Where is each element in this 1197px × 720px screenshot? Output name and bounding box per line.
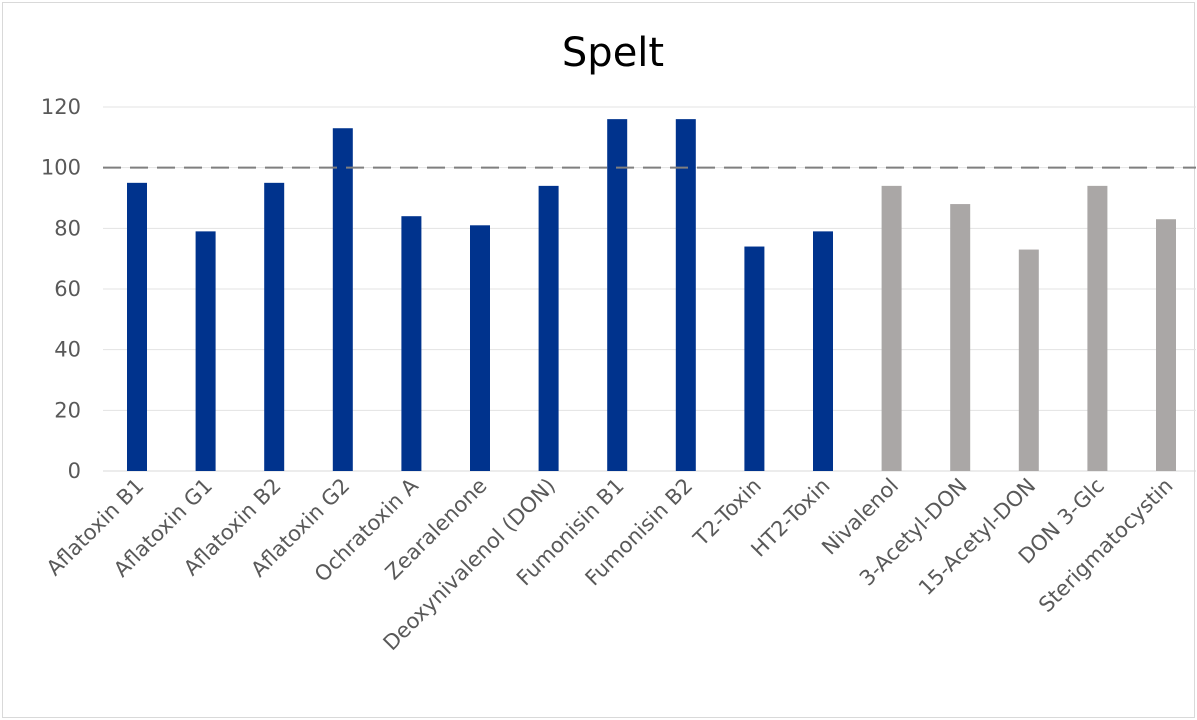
bar	[470, 225, 490, 471]
y-tick-label: 20	[54, 398, 81, 422]
bar	[744, 246, 765, 471]
bar	[1018, 249, 1039, 471]
x-tick-label: 15-Acetyl-DON	[914, 474, 1040, 600]
bar	[813, 231, 833, 471]
bar	[401, 216, 422, 471]
y-axis: 0 20 40 60 80 100 120	[41, 95, 81, 483]
bar-chart: Spelt 0 20 40 60 80 100 120 Aflatoxin B1Aflato…	[41, 30, 1196, 655]
x-tick-label: Sterigmatocystin	[1034, 474, 1178, 618]
bar	[950, 204, 971, 472]
bar	[881, 185, 902, 471]
y-tick-label: 0	[68, 459, 81, 483]
bar	[332, 128, 353, 471]
y-tick-label: 80	[54, 216, 81, 240]
bar	[1087, 185, 1108, 471]
y-tick-label: 120	[41, 95, 81, 119]
y-tick-label: 60	[54, 277, 81, 301]
bar	[607, 119, 628, 471]
chart-title: Spelt	[562, 30, 664, 76]
bar	[538, 185, 559, 471]
y-tick-label: 100	[41, 156, 81, 180]
bar	[1156, 219, 1176, 471]
bar	[127, 182, 147, 472]
bar	[675, 119, 696, 471]
bar	[195, 231, 216, 471]
bar	[264, 182, 285, 472]
y-tick-label: 40	[54, 338, 81, 362]
bars	[127, 119, 1176, 472]
